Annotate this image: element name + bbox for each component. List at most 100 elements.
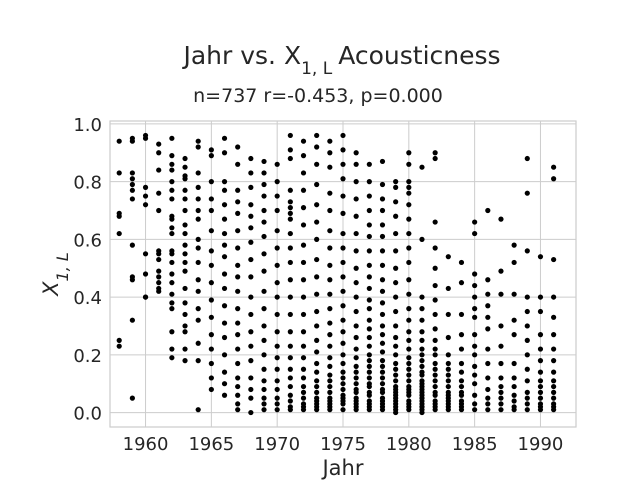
data-point <box>169 280 175 286</box>
data-point <box>366 334 372 341</box>
data-point <box>300 329 307 335</box>
data-point <box>156 256 162 263</box>
data-point <box>379 181 386 188</box>
data-point <box>169 167 175 173</box>
data-point <box>156 280 162 286</box>
data-point <box>208 346 214 352</box>
data-point <box>169 230 175 237</box>
data-point <box>314 236 320 242</box>
data-point <box>327 407 333 413</box>
data-point <box>261 219 267 225</box>
data-point <box>314 161 320 167</box>
data-point <box>235 262 241 268</box>
data-point <box>366 375 372 381</box>
data-point <box>129 176 135 182</box>
data-point <box>406 317 412 323</box>
data-point <box>327 245 333 251</box>
data-point <box>129 138 135 144</box>
data-point <box>393 372 399 378</box>
data-point <box>340 303 346 309</box>
data-point <box>182 176 188 182</box>
data-point <box>524 294 530 300</box>
data-point <box>248 155 254 162</box>
data-point <box>432 219 438 225</box>
data-point <box>340 161 346 167</box>
data-point <box>169 196 175 202</box>
data-point <box>208 280 214 286</box>
data-point <box>314 274 320 280</box>
data-point <box>366 233 372 240</box>
data-point <box>485 375 491 381</box>
data-point <box>511 398 517 404</box>
data-point <box>406 245 412 251</box>
data-point <box>116 230 122 237</box>
data-point <box>142 202 149 208</box>
data-point <box>235 306 241 312</box>
data-point <box>406 337 412 343</box>
data-point <box>445 311 451 318</box>
data-point <box>248 329 254 335</box>
data-point <box>379 311 386 318</box>
data-point <box>340 259 346 266</box>
data-point <box>195 170 201 176</box>
x-tick-label: 1980 <box>386 434 432 455</box>
data-point <box>366 207 372 214</box>
data-point <box>287 216 293 222</box>
data-point <box>274 245 280 251</box>
data-point <box>419 236 425 242</box>
data-point <box>116 138 122 144</box>
data-point <box>116 337 122 343</box>
data-point <box>406 202 412 208</box>
data-point <box>300 259 307 266</box>
y-tick-label: 0.8 <box>73 173 102 194</box>
data-point <box>419 294 425 300</box>
data-point <box>248 170 254 176</box>
data-point <box>406 407 412 413</box>
data-point <box>142 193 149 199</box>
data-point <box>366 383 372 390</box>
data-point <box>419 358 425 364</box>
x-tick-label: 1985 <box>452 434 498 455</box>
data-point <box>261 401 267 407</box>
data-point <box>432 265 438 271</box>
data-point <box>551 369 557 375</box>
data-point <box>287 230 293 237</box>
data-point <box>169 329 175 335</box>
data-point <box>261 323 267 329</box>
data-point <box>221 202 228 208</box>
data-point <box>156 141 162 147</box>
data-point <box>182 196 188 202</box>
data-point <box>314 383 320 390</box>
data-point <box>393 366 399 372</box>
data-point <box>208 314 214 320</box>
data-point <box>472 230 478 237</box>
data-point <box>182 346 188 352</box>
data-point <box>327 190 333 196</box>
y-tick-label: 1.0 <box>73 115 102 136</box>
data-point <box>340 407 346 413</box>
data-point <box>221 230 228 237</box>
data-point <box>156 251 162 257</box>
data-point <box>287 343 293 349</box>
data-point <box>353 150 359 156</box>
data-point <box>340 176 346 182</box>
data-point <box>432 372 438 378</box>
data-point <box>287 147 293 153</box>
data-point <box>498 216 504 222</box>
data-point <box>314 337 320 343</box>
data-point <box>406 259 412 266</box>
data-point <box>314 369 320 375</box>
data-point <box>300 222 307 228</box>
data-point <box>195 358 201 364</box>
x-tick-label: 1970 <box>254 434 300 455</box>
data-point <box>366 369 372 375</box>
data-point <box>221 242 228 248</box>
data-point <box>300 138 307 144</box>
data-point <box>472 392 478 398</box>
data-point <box>300 311 307 318</box>
data-point <box>537 383 544 390</box>
data-point <box>485 207 491 214</box>
data-point <box>221 352 228 358</box>
data-point <box>393 294 399 300</box>
